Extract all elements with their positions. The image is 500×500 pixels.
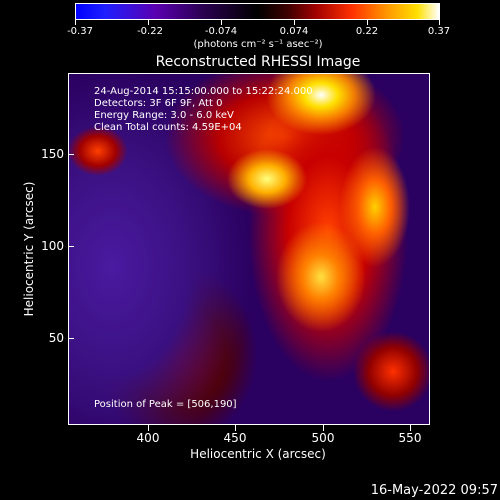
x-axis-label: Heliocentric X (arcsec) xyxy=(190,447,326,461)
detectors: Detectors: 3F 6F 9F, Att 0 xyxy=(94,98,223,109)
image-info: 24-Aug-2014 15:15:00.000 to 15:22:24.000… xyxy=(94,86,313,134)
colorbar-tick xyxy=(148,20,149,25)
colorbar-label: -0.37 xyxy=(67,26,93,37)
x-tick xyxy=(148,425,149,431)
peak-position: Position of Peak = [506,190] xyxy=(94,399,237,410)
colorbar-label: 0.074 xyxy=(279,26,309,37)
x-tick xyxy=(323,425,324,431)
colorbar-tick xyxy=(294,20,295,25)
timestamp: 16-May-2022 09:57 xyxy=(370,483,498,498)
colorbar-label: 0.37 xyxy=(427,26,451,37)
rhessi-image: 24-Aug-2014 15:15:00.000 to 15:22:24.000… xyxy=(68,73,430,425)
colorbar-label: -0.22 xyxy=(137,26,163,37)
colorbar xyxy=(75,3,440,20)
y-tick xyxy=(68,154,74,155)
x-tick xyxy=(410,425,411,431)
energy-range: Energy Range: 3.0 - 6.0 keV xyxy=(94,110,234,121)
time-range: 24-Aug-2014 15:15:00.000 to 15:22:24.000 xyxy=(94,86,313,97)
colorbar-label: 0.22 xyxy=(355,26,379,37)
colorbar-label: -0.074 xyxy=(204,26,238,37)
colorbar-units: (photons cm⁻² s⁻¹ asec⁻²) xyxy=(193,39,323,50)
colorbar-tick xyxy=(75,20,76,25)
y-tick xyxy=(68,246,74,247)
y-tick-label: 100 xyxy=(41,239,64,253)
x-tick-label: 450 xyxy=(223,431,247,445)
clean-counts: Clean Total counts: 4.59E+04 xyxy=(94,122,242,133)
y-tick-label: 150 xyxy=(41,147,64,161)
colorbar-tick xyxy=(367,20,368,25)
x-tick-label: 400 xyxy=(136,431,160,445)
image-title: Reconstructed RHESSI Image xyxy=(155,54,361,70)
y-tick-label: 50 xyxy=(48,331,64,345)
x-tick-label: 550 xyxy=(398,431,422,445)
colorbar-tick xyxy=(439,20,440,25)
y-tick xyxy=(68,338,74,339)
y-axis-label: Heliocentric Y (arcsec) xyxy=(22,181,36,317)
x-tick-label: 500 xyxy=(311,431,335,445)
colorbar-tick xyxy=(221,20,222,25)
x-tick xyxy=(235,425,236,431)
